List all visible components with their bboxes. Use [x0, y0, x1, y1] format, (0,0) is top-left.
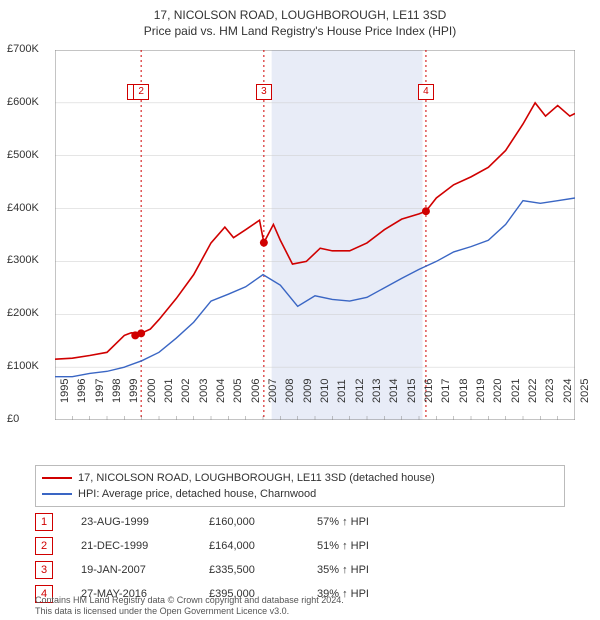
x-tick-label: 2005: [232, 379, 244, 403]
x-tick-label: 2000: [146, 379, 158, 403]
legend: 17, NICOLSON ROAD, LOUGHBOROUGH, LE11 3S…: [35, 465, 565, 507]
event-num-box: 3: [35, 561, 53, 579]
x-tick-label: 2010: [319, 379, 331, 403]
event-pct: 35% ↑ HPI: [317, 564, 407, 576]
x-tick-label: 2015: [406, 379, 418, 403]
event-pct: 57% ↑ HPI: [317, 516, 407, 528]
event-price: £160,000: [209, 516, 289, 528]
event-num-box: 1: [35, 513, 53, 531]
x-tick-label: 2022: [527, 379, 539, 403]
event-price: £335,500: [209, 564, 289, 576]
x-tick-label: 1995: [59, 379, 71, 403]
event-marker: 3: [256, 84, 272, 100]
x-tick-label: 2019: [475, 379, 487, 403]
legend-label-1: 17, NICOLSON ROAD, LOUGHBOROUGH, LE11 3S…: [78, 472, 435, 484]
y-tick-label: £400K: [7, 202, 39, 214]
event-date: 19-JAN-2007: [81, 564, 181, 576]
event-marker: 4: [418, 84, 434, 100]
x-tick-label: 2002: [180, 379, 192, 403]
x-tick-label: 2020: [492, 379, 504, 403]
x-tick-label: 1999: [128, 379, 140, 403]
footer-note: Contains HM Land Registry data © Crown c…: [35, 595, 565, 617]
x-tick-label: 2014: [388, 379, 400, 403]
x-tick-label: 2006: [250, 379, 262, 403]
y-tick-label: £300K: [7, 254, 39, 266]
footer-line1: Contains HM Land Registry data © Crown c…: [35, 595, 565, 606]
y-tick-label: £100K: [7, 360, 39, 372]
events-table: 1 23-AUG-1999 £160,000 57% ↑ HPI 2 21-DEC-199…: [35, 510, 565, 606]
legend-swatch-2: [42, 493, 72, 495]
x-tick-label: 2001: [163, 379, 175, 403]
x-tick-label: 2025: [579, 379, 591, 403]
x-tick-label: 2004: [215, 379, 227, 403]
chart-svg: [55, 50, 575, 420]
x-tick-label: 1998: [111, 379, 123, 403]
x-tick-label: 1997: [94, 379, 106, 403]
footer-line2: This data is licensed under the Open Gov…: [35, 606, 565, 617]
legend-row-series2: HPI: Average price, detached house, Char…: [42, 486, 558, 502]
event-num-box: 2: [35, 537, 53, 555]
event-row: 3 19-JAN-2007 £335,500 35% ↑ HPI: [35, 558, 565, 582]
event-pct: 51% ↑ HPI: [317, 540, 407, 552]
event-date: 23-AUG-1999: [81, 516, 181, 528]
event-marker: 2: [133, 84, 149, 100]
page-title-line2: Price paid vs. HM Land Registry's House …: [0, 24, 600, 38]
x-tick-label: 2007: [267, 379, 279, 403]
legend-row-series1: 17, NICOLSON ROAD, LOUGHBOROUGH, LE11 3S…: [42, 470, 558, 486]
y-tick-label: £700K: [7, 43, 39, 55]
x-tick-label: 2016: [423, 379, 435, 403]
event-price: £164,000: [209, 540, 289, 552]
y-tick-label: £500K: [7, 149, 39, 161]
x-tick-label: 2023: [544, 379, 556, 403]
x-tick-label: 2017: [440, 379, 452, 403]
x-tick-label: 2003: [198, 379, 210, 403]
legend-label-2: HPI: Average price, detached house, Char…: [78, 488, 316, 500]
x-tick-label: 2024: [562, 379, 574, 403]
event-date: 21-DEC-1999: [81, 540, 181, 552]
x-tick-label: 2021: [510, 379, 522, 403]
x-tick-label: 2011: [336, 379, 348, 403]
x-tick-label: 2013: [371, 379, 383, 403]
event-row: 2 21-DEC-1999 £164,000 51% ↑ HPI: [35, 534, 565, 558]
legend-swatch-1: [42, 477, 72, 479]
y-tick-label: £0: [7, 413, 19, 425]
page-title-line1: 17, NICOLSON ROAD, LOUGHBOROUGH, LE11 3S…: [0, 8, 600, 22]
event-row: 1 23-AUG-1999 £160,000 57% ↑ HPI: [35, 510, 565, 534]
x-tick-label: 2018: [458, 379, 470, 403]
x-tick-label: 2009: [302, 379, 314, 403]
y-tick-label: £600K: [7, 96, 39, 108]
price-chart: £0£100K£200K£300K£400K£500K£600K£700K: [55, 50, 575, 420]
y-tick-label: £200K: [7, 307, 39, 319]
x-tick-label: 2008: [284, 379, 296, 403]
x-tick-label: 1996: [76, 379, 88, 403]
x-tick-label: 2012: [354, 379, 366, 403]
